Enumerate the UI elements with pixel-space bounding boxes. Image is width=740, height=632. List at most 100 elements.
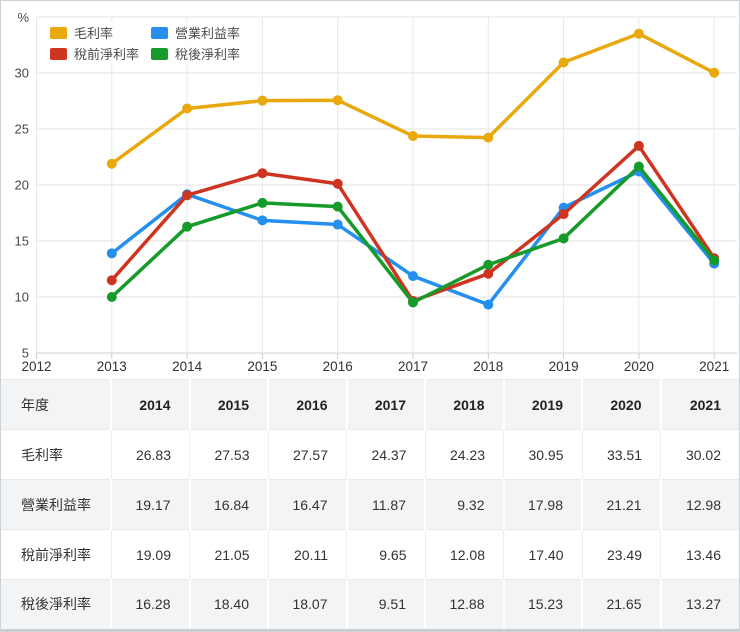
value-cell: 33.51 (581, 429, 661, 480)
legend-item-aftertax-margin[interactable]: 稅後淨利率 (151, 45, 240, 62)
value-cell: 26.83 (110, 429, 190, 480)
y-axis-label: 25 (15, 122, 29, 137)
data-point[interactable] (257, 215, 268, 226)
y-axis-unit-label: % (17, 10, 29, 25)
data-point[interactable] (257, 168, 268, 179)
legend-swatch-icon (151, 26, 169, 39)
y-axis-label: 5 (22, 346, 29, 361)
value-cell: 18.40 (188, 579, 268, 631)
legend-label: 稅前淨利率 (74, 47, 140, 62)
year-column-header: 2017 (345, 379, 425, 430)
value-cell: 20.11 (267, 529, 347, 580)
data-point[interactable] (558, 233, 569, 244)
value-cell: 19.17 (110, 479, 190, 530)
data-point[interactable] (483, 132, 494, 143)
legend-label: 毛利率 (74, 26, 114, 41)
margin-table: 年度 2014 2015 2016 2017 2018 2019 2020 2021 毛利率 26… (1, 379, 739, 631)
x-axis-label: 2014 (172, 359, 203, 374)
value-cell: 23.49 (581, 529, 661, 580)
year-column-header: 2015 (188, 379, 268, 430)
legend-label: 營業利益率 (175, 26, 241, 41)
data-point[interactable] (332, 95, 343, 106)
data-point[interactable] (332, 178, 343, 189)
value-cell: 30.02 (660, 429, 739, 480)
data-point[interactable] (408, 131, 418, 142)
value-cell: 9.65 (346, 529, 425, 580)
legend-swatch-icon (50, 26, 67, 39)
value-cell: 18.07 (267, 579, 347, 631)
data-point[interactable] (106, 292, 117, 302)
x-axis-label: 2015 (247, 359, 277, 374)
table-header-row: 年度 2014 2015 2016 2017 2018 2019 2020 2021 (1, 379, 739, 430)
data-point[interactable] (182, 221, 193, 232)
value-cell: 16.84 (188, 479, 268, 530)
data-point[interactable] (106, 158, 117, 169)
data-point[interactable] (106, 275, 117, 286)
chart-area: 2012 2013 2014 2015 2016 2017 2018 2019 2020 2021… (1, 1, 739, 379)
year-column-header: 2018 (424, 379, 504, 430)
data-point[interactable] (483, 299, 494, 310)
value-cell: 12.88 (424, 579, 504, 631)
data-point[interactable] (106, 248, 117, 259)
value-cell: 21.65 (581, 579, 661, 631)
data-point[interactable] (558, 57, 569, 68)
row-label: 營業利益率 (1, 479, 111, 530)
data-point[interactable] (633, 161, 644, 172)
year-column-header: 2016 (267, 379, 347, 430)
data-point[interactable] (408, 271, 418, 282)
y-axis-label: 10 (15, 290, 29, 305)
value-cell: 9.32 (424, 479, 504, 530)
value-cell: 12.98 (659, 479, 739, 530)
value-cell: 13.46 (660, 529, 739, 580)
legend-swatch-icon (50, 47, 67, 60)
data-point[interactable] (483, 268, 494, 279)
data-point[interactable] (709, 67, 720, 78)
y-axis-label: 30 (15, 66, 29, 81)
value-cell: 13.27 (659, 579, 739, 631)
data-point[interactable] (332, 201, 343, 212)
value-cell: 11.87 (345, 479, 425, 530)
value-cell: 27.57 (267, 429, 347, 480)
data-point[interactable] (633, 28, 644, 39)
year-column-header: 2014 (110, 379, 190, 430)
table-row: 稅前淨利率 19.09 21.05 20.11 9.65 12.08 17.40 23.49 1… (1, 529, 739, 580)
x-axis-label: 2020 (624, 359, 654, 374)
row-label: 毛利率 (1, 429, 111, 480)
value-cell: 16.28 (110, 579, 190, 631)
y-axis-label: 15 (15, 234, 29, 249)
data-point[interactable] (182, 103, 193, 114)
value-cell: 24.37 (346, 429, 425, 480)
data-point[interactable] (709, 255, 720, 266)
chart-canvas[interactable]: 2012 2013 2014 2015 2016 2017 2018 2019 2020 2021… (1, 1, 739, 379)
value-cell: 30.95 (503, 429, 582, 480)
data-point[interactable] (257, 95, 268, 106)
value-cell: 24.23 (424, 429, 504, 480)
data-point[interactable] (332, 219, 343, 230)
value-cell: 17.98 (502, 479, 582, 530)
data-point[interactable] (633, 140, 644, 151)
x-axis-label: 2016 (323, 359, 353, 374)
y-axis-label: 20 (15, 178, 29, 193)
data-point[interactable] (257, 197, 268, 208)
x-axis-label: 2012 (21, 359, 51, 374)
data-point[interactable] (558, 209, 569, 220)
legend-swatch-icon (151, 47, 169, 60)
legend-item-operating-margin[interactable]: 營業利益率 (151, 24, 240, 41)
legend-item-gross-margin[interactable]: 毛利率 (50, 24, 139, 41)
legend-item-pretax-margin[interactable]: 稅前淨利率 (50, 45, 139, 62)
data-point[interactable] (182, 190, 193, 201)
year-column-header: 2021 (659, 379, 739, 430)
table-corner-header: 年度 (1, 379, 111, 430)
value-cell: 9.51 (345, 579, 425, 631)
table-row: 毛利率 26.83 27.53 27.57 24.37 24.23 30.95 33.51 30… (1, 429, 739, 480)
x-axis-label: 2018 (473, 359, 503, 374)
data-point[interactable] (483, 259, 494, 270)
value-cell: 16.47 (267, 479, 347, 530)
data-point[interactable] (408, 297, 418, 308)
x-axis-label: 2019 (549, 359, 579, 374)
value-cell: 21.21 (581, 479, 661, 530)
value-cell: 21.05 (189, 529, 268, 580)
x-axis-label: 2021 (699, 359, 729, 374)
year-column-header: 2020 (581, 379, 661, 430)
